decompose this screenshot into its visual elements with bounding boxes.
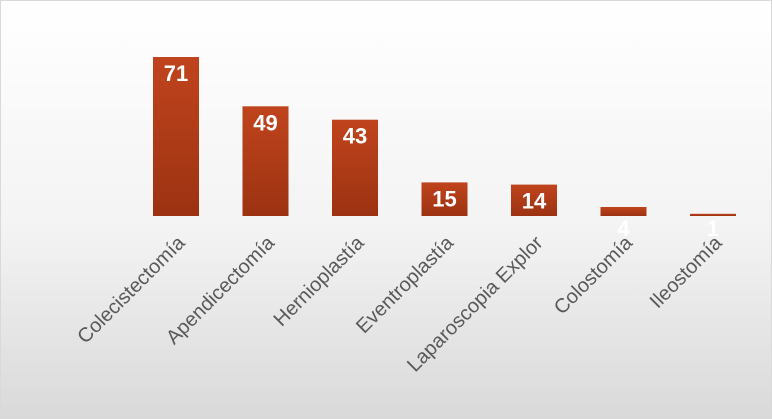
value-label-4: 15 bbox=[432, 186, 456, 211]
bar-4 bbox=[421, 182, 468, 216]
value-labels-layer: 71 49 43 15 14 4 1 bbox=[164, 61, 719, 241]
value-label-2: 49 bbox=[253, 110, 277, 135]
value-label-7: 1 bbox=[707, 216, 719, 241]
value-label-3: 43 bbox=[343, 124, 367, 149]
value-label-1: 71 bbox=[164, 61, 188, 86]
value-label-5: 14 bbox=[522, 189, 547, 214]
bars-layer bbox=[153, 57, 736, 216]
bar-7 bbox=[690, 213, 736, 216]
bar-5 bbox=[511, 184, 557, 216]
bar-1 bbox=[153, 57, 199, 216]
bar-3 bbox=[332, 119, 378, 216]
value-label-6: 4 bbox=[617, 216, 630, 241]
bar-6 bbox=[600, 207, 647, 216]
bar-2 bbox=[242, 106, 289, 216]
